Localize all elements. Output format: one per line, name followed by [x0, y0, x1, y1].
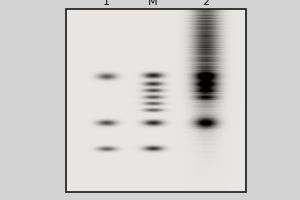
Bar [66, 9, 246, 192]
Text: 2: 2 [202, 0, 209, 7]
Text: M: M [148, 0, 158, 7]
Text: 1: 1 [103, 0, 110, 7]
